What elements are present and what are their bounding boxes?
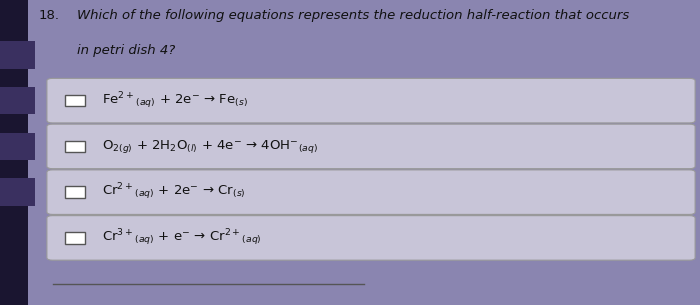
Text: Fe$^{2+}$$_{(aq)}$ + 2e$^{-}$ → Fe$_{(s)}$: Fe$^{2+}$$_{(aq)}$ + 2e$^{-}$ → Fe$_{(s)… (102, 90, 247, 111)
Text: Cr$^{2+}$$_{(aq)}$ + 2e$^{-}$ → Cr$_{(s)}$: Cr$^{2+}$$_{(aq)}$ + 2e$^{-}$ → Cr$_{(s)… (102, 182, 245, 203)
Text: Which of the following equations represents the reduction half-reaction that occ: Which of the following equations represe… (77, 9, 629, 22)
Bar (0, 87, 35, 114)
Bar (0, 133, 35, 160)
Text: in petri dish 4?: in petri dish 4? (77, 44, 175, 57)
Bar (65, 95, 85, 106)
FancyBboxPatch shape (47, 124, 695, 169)
Bar (65, 232, 85, 244)
Bar (0, 0, 28, 305)
FancyBboxPatch shape (47, 216, 695, 260)
Text: Cr$^{3+}$$_{(aq)}$ + e$^{-}$ → Cr$^{2+}$$_{(aq)}$: Cr$^{3+}$$_{(aq)}$ + e$^{-}$ → Cr$^{2+}$… (102, 228, 261, 248)
FancyBboxPatch shape (47, 78, 695, 123)
FancyBboxPatch shape (47, 170, 695, 214)
Bar (65, 141, 85, 152)
Text: 18.: 18. (38, 9, 60, 22)
Bar (0, 178, 35, 206)
Text: O$_{2(g)}$ + 2H$_2$O$_{(l)}$ + 4e$^{-}$ → 4OH$^{-}$$_{(aq)}$: O$_{2(g)}$ + 2H$_2$O$_{(l)}$ + 4e$^{-}$ … (102, 138, 317, 155)
Bar (65, 186, 85, 198)
Bar (0, 41, 35, 69)
